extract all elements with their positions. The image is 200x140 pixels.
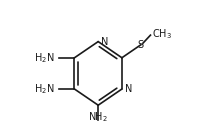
Text: CH$_3$: CH$_3$ — [152, 28, 172, 41]
Text: H$_2$N: H$_2$N — [34, 82, 54, 96]
Text: NH$_2$: NH$_2$ — [88, 110, 108, 123]
Text: H$_2$N: H$_2$N — [34, 51, 54, 65]
Text: S: S — [138, 40, 144, 50]
Text: N: N — [125, 84, 133, 94]
Text: N: N — [101, 37, 109, 47]
